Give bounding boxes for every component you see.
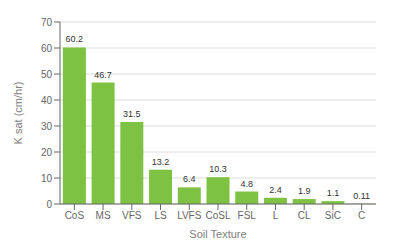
svg-text:2.4: 2.4 <box>269 185 282 195</box>
svg-text:LS: LS <box>154 210 167 221</box>
svg-text:MS: MS <box>96 210 111 221</box>
svg-text:50: 50 <box>41 69 53 80</box>
svg-text:L: L <box>273 210 279 221</box>
svg-text:6.4: 6.4 <box>183 174 196 184</box>
svg-text:20: 20 <box>41 147 53 158</box>
svg-text:SiC: SiC <box>325 210 341 221</box>
svg-text:60.2: 60.2 <box>66 34 84 44</box>
svg-text:CoSL: CoSL <box>205 210 230 221</box>
svg-text:1.1: 1.1 <box>327 188 340 198</box>
svg-text:0.11: 0.11 <box>353 191 370 201</box>
svg-text:Soil Texture: Soil Texture <box>189 228 246 240</box>
svg-text:LVFS: LVFS <box>177 210 202 221</box>
svg-text:10.3: 10.3 <box>209 164 227 174</box>
svg-text:CoS: CoS <box>65 210 85 221</box>
svg-text:CL: CL <box>298 210 311 221</box>
svg-text:46.7: 46.7 <box>94 70 112 80</box>
svg-text:10: 10 <box>41 173 53 184</box>
svg-text:0: 0 <box>46 199 52 210</box>
svg-text:FSL: FSL <box>238 210 257 221</box>
svg-text:C: C <box>358 210 365 221</box>
svg-text:70: 70 <box>41 17 53 28</box>
svg-text:VFS: VFS <box>122 210 142 221</box>
svg-text:30: 30 <box>41 121 53 132</box>
svg-text:K sat (cm/hr): K sat (cm/hr) <box>12 82 24 145</box>
svg-text:60: 60 <box>41 43 53 54</box>
svg-text:4.8: 4.8 <box>240 179 253 189</box>
svg-text:31.5: 31.5 <box>123 109 141 119</box>
svg-text:13.2: 13.2 <box>152 157 170 167</box>
svg-text:40: 40 <box>41 95 53 106</box>
svg-text:1.9: 1.9 <box>298 186 311 196</box>
